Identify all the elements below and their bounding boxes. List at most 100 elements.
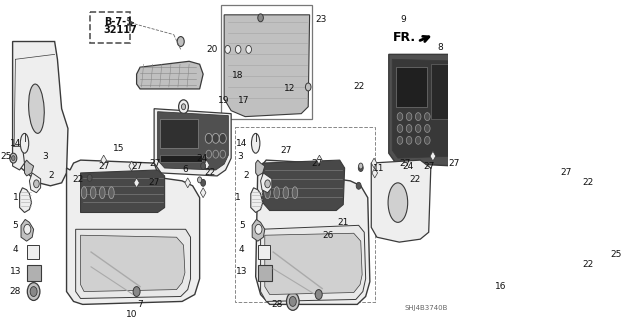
Circle shape	[415, 137, 421, 144]
Circle shape	[177, 37, 184, 47]
Polygon shape	[470, 163, 476, 173]
Circle shape	[255, 224, 262, 234]
Text: 28: 28	[271, 300, 282, 309]
Ellipse shape	[81, 187, 87, 199]
Ellipse shape	[252, 133, 260, 153]
Polygon shape	[20, 188, 31, 212]
Circle shape	[198, 177, 202, 183]
Circle shape	[236, 46, 241, 53]
Ellipse shape	[29, 84, 44, 133]
Polygon shape	[388, 54, 468, 166]
Circle shape	[212, 133, 220, 143]
Text: 24: 24	[402, 161, 413, 171]
Bar	[258, 245, 270, 259]
Text: FR.: FR.	[394, 31, 417, 44]
Polygon shape	[430, 151, 436, 161]
Polygon shape	[157, 112, 228, 170]
Polygon shape	[21, 219, 34, 241]
Text: 22: 22	[205, 168, 216, 177]
Polygon shape	[252, 219, 265, 241]
Text: 27: 27	[448, 159, 460, 167]
Text: B-7-1: B-7-1	[104, 17, 132, 27]
Circle shape	[206, 150, 212, 158]
Bar	[221, 5, 312, 119]
Text: 14: 14	[10, 139, 21, 148]
Text: 22: 22	[583, 260, 594, 269]
Polygon shape	[371, 158, 377, 168]
Text: 27: 27	[312, 159, 323, 167]
Text: 4: 4	[13, 245, 18, 254]
Polygon shape	[251, 188, 262, 212]
Text: 13: 13	[236, 267, 248, 276]
Circle shape	[289, 296, 296, 306]
Polygon shape	[371, 160, 431, 242]
Text: 27: 27	[132, 161, 143, 171]
Polygon shape	[204, 160, 209, 170]
Text: 26: 26	[322, 231, 333, 240]
Text: 27: 27	[423, 161, 435, 171]
Ellipse shape	[90, 187, 96, 199]
Circle shape	[179, 100, 188, 114]
Text: 16: 16	[495, 282, 507, 291]
Polygon shape	[101, 155, 106, 165]
Bar	[396, 67, 428, 107]
Bar	[258, 265, 272, 281]
Circle shape	[406, 113, 412, 121]
Circle shape	[316, 290, 322, 300]
Text: 13: 13	[10, 267, 21, 276]
Text: 21: 21	[337, 218, 349, 227]
Polygon shape	[185, 178, 191, 188]
Polygon shape	[81, 235, 185, 292]
Bar	[27, 245, 39, 259]
Bar	[160, 155, 202, 162]
Circle shape	[397, 113, 403, 121]
Polygon shape	[67, 160, 200, 304]
Polygon shape	[392, 59, 464, 158]
Text: 7: 7	[137, 300, 143, 309]
Bar	[431, 64, 460, 119]
Text: 2: 2	[49, 171, 54, 181]
Text: 20: 20	[206, 45, 217, 54]
Polygon shape	[200, 188, 206, 198]
Text: 22: 22	[354, 83, 365, 92]
Polygon shape	[134, 178, 140, 188]
Text: 25: 25	[0, 152, 12, 161]
Text: 3: 3	[43, 152, 49, 161]
Circle shape	[12, 156, 15, 160]
Circle shape	[201, 163, 205, 169]
Text: 17: 17	[238, 96, 250, 105]
Polygon shape	[459, 104, 504, 279]
Polygon shape	[76, 229, 191, 299]
Text: 10: 10	[126, 310, 138, 319]
Text: 4: 4	[239, 245, 244, 254]
Text: 27: 27	[150, 159, 161, 167]
Polygon shape	[372, 168, 378, 178]
Circle shape	[424, 124, 430, 132]
Text: 9: 9	[401, 15, 406, 24]
Circle shape	[10, 153, 17, 163]
Ellipse shape	[283, 187, 289, 199]
Polygon shape	[224, 15, 310, 117]
Text: 18: 18	[232, 70, 244, 80]
Circle shape	[220, 150, 225, 158]
Text: 12: 12	[284, 85, 295, 93]
Text: 23: 23	[315, 15, 326, 24]
Circle shape	[356, 182, 361, 189]
Polygon shape	[136, 61, 203, 89]
Circle shape	[415, 113, 421, 121]
Circle shape	[358, 165, 364, 172]
Circle shape	[424, 137, 430, 144]
Polygon shape	[465, 266, 471, 276]
Text: 25: 25	[611, 250, 622, 259]
Polygon shape	[452, 262, 458, 272]
Bar	[27, 265, 40, 281]
Text: 22: 22	[73, 175, 84, 184]
Text: 27: 27	[148, 178, 160, 187]
Bar	[90, 12, 131, 43]
Circle shape	[406, 137, 412, 144]
Polygon shape	[265, 233, 362, 294]
Text: 5: 5	[13, 221, 19, 230]
Ellipse shape	[292, 187, 298, 199]
Circle shape	[34, 180, 39, 188]
Circle shape	[24, 224, 31, 234]
